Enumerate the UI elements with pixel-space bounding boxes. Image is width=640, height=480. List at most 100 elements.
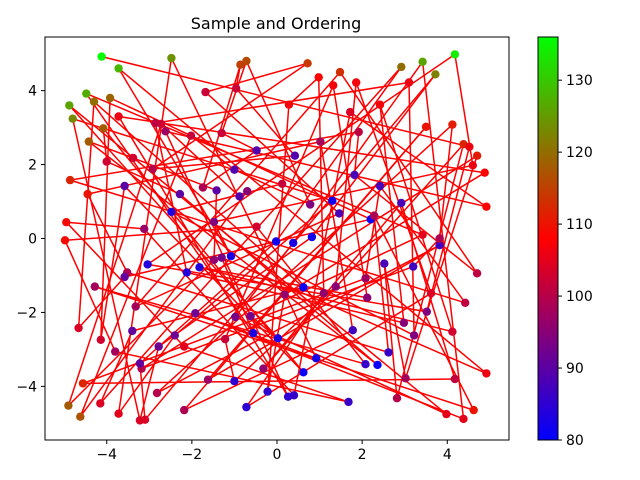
sample-point — [401, 374, 410, 383]
sample-point — [375, 181, 385, 191]
colorbar-gradient — [537, 36, 559, 441]
sample-point — [289, 238, 298, 248]
path-segment — [224, 338, 236, 382]
sample-point — [78, 379, 88, 388]
path-segment — [220, 60, 248, 134]
sample-point — [231, 312, 240, 322]
sample-point — [198, 183, 208, 192]
path-segment — [100, 97, 111, 340]
path-segment — [275, 66, 402, 242]
path-segment — [339, 71, 478, 274]
sample-point — [399, 318, 409, 327]
sample-point — [283, 392, 293, 401]
sample-point — [170, 331, 179, 340]
path-segment — [72, 117, 333, 202]
path-segment — [354, 174, 478, 274]
sample-point — [469, 405, 478, 415]
sample-point — [143, 260, 152, 269]
sample-point — [140, 224, 149, 234]
path-segment — [332, 85, 368, 298]
sample-point — [307, 232, 317, 242]
path-segment — [183, 345, 349, 403]
path-segment — [66, 221, 145, 230]
sample-point — [231, 84, 241, 93]
sample-point — [335, 209, 344, 218]
sample-point — [243, 187, 252, 196]
colorbar-tick-label: 100 — [566, 289, 593, 305]
path-segment — [190, 135, 235, 171]
sample-point — [442, 409, 451, 419]
sample-point — [64, 401, 73, 410]
sample-point — [114, 64, 123, 73]
sample-point — [472, 151, 482, 160]
sample-point — [62, 218, 71, 227]
sample-point — [97, 52, 106, 61]
path-segment — [245, 292, 325, 408]
sample-point — [154, 342, 163, 351]
path-segment — [284, 172, 486, 296]
path-segment — [124, 218, 371, 278]
sample-point — [303, 59, 312, 68]
sample-point — [76, 412, 85, 421]
sample-point — [465, 142, 474, 151]
sample-point — [480, 168, 489, 177]
sample-point — [418, 57, 427, 66]
sample-point — [120, 181, 129, 191]
sample-point — [314, 73, 323, 82]
path-segment — [86, 92, 423, 236]
sample-point — [431, 70, 440, 79]
sample-point — [472, 269, 482, 278]
sample-point — [252, 146, 261, 155]
sample-point — [217, 253, 226, 262]
sample-point — [397, 198, 406, 208]
sample-point — [312, 354, 321, 363]
path-segment — [199, 266, 368, 299]
sample-point — [373, 360, 382, 370]
sample-point — [319, 289, 328, 298]
path-segment — [99, 66, 402, 404]
path-segment — [67, 123, 162, 406]
sample-point — [120, 272, 129, 282]
path-segment — [221, 132, 257, 152]
sample-point — [259, 364, 268, 373]
y-tick-label: 4 — [28, 84, 37, 100]
sample-point — [148, 164, 157, 174]
path-segment — [67, 259, 215, 407]
sample-point — [175, 189, 185, 199]
sample-point — [96, 335, 106, 344]
x-tick-label: 4 — [443, 447, 452, 463]
path-segment — [102, 128, 108, 162]
sample-point — [482, 202, 491, 211]
sample-point — [242, 56, 251, 66]
path-segment — [171, 183, 283, 213]
y-axis: −4 −2 0 2 4 — [16, 84, 45, 395]
sample-point — [151, 118, 160, 128]
sample-point — [140, 415, 150, 424]
path-segment — [156, 124, 453, 394]
path-segment — [109, 97, 372, 220]
path-segment — [154, 122, 188, 273]
colorbar-tick-label: 120 — [566, 145, 593, 161]
sample-point — [277, 179, 287, 188]
sample-point — [468, 161, 477, 170]
sample-point — [191, 309, 200, 318]
sample-point — [201, 87, 210, 97]
path-segment — [183, 126, 427, 411]
sample-point — [84, 137, 94, 146]
sample-point — [392, 394, 402, 403]
sample-point — [409, 331, 419, 340]
sample-point — [152, 388, 162, 398]
x-tick-label: −4 — [96, 447, 117, 463]
path-segment — [438, 124, 454, 239]
path-segment — [65, 221, 185, 348]
colorbar: 80 90 100 110 120 130 — [537, 36, 593, 449]
path-segment — [164, 130, 289, 398]
sample-point — [448, 120, 457, 129]
sample-point — [89, 97, 99, 106]
plot-area — [44, 36, 510, 441]
sample-point — [328, 196, 337, 205]
sample-point — [186, 131, 196, 140]
sample-point — [131, 302, 140, 311]
sample-point — [461, 298, 470, 307]
